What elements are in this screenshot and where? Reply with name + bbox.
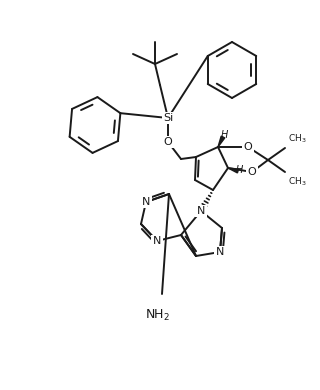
- Text: O: O: [248, 167, 256, 177]
- Polygon shape: [218, 136, 225, 147]
- Text: O: O: [164, 137, 172, 147]
- Text: N: N: [153, 236, 161, 246]
- Text: O: O: [244, 142, 252, 152]
- Text: CH$_3$: CH$_3$: [288, 133, 307, 145]
- Text: N: N: [197, 206, 205, 216]
- Text: H: H: [221, 130, 228, 140]
- Text: Si: Si: [163, 113, 173, 123]
- Text: NH$_2$: NH$_2$: [145, 308, 170, 323]
- Text: N: N: [216, 247, 224, 257]
- Polygon shape: [228, 168, 239, 173]
- Text: N: N: [142, 197, 150, 207]
- Text: CH$_3$: CH$_3$: [288, 175, 307, 188]
- Text: H: H: [236, 165, 244, 175]
